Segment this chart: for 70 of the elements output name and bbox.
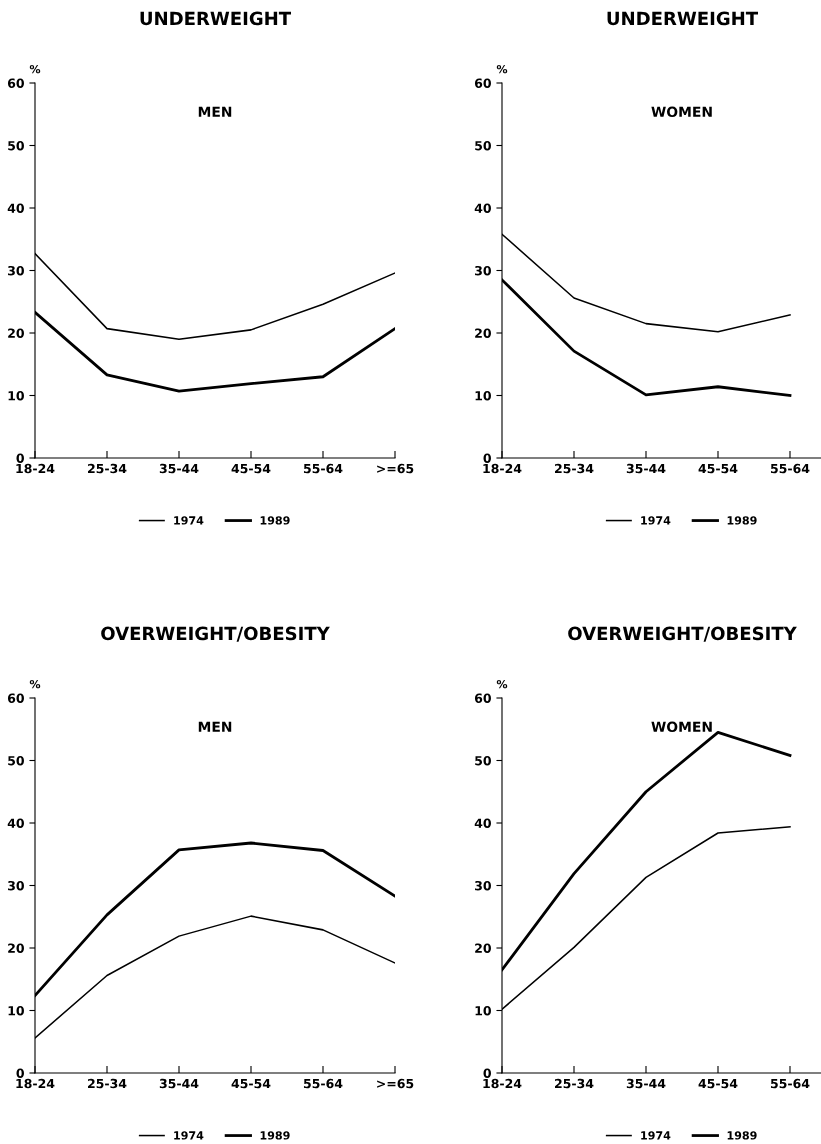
text: WOMEN [651,721,712,733]
y-axis-title: % [29,679,41,689]
y-tick-label: 40 [474,818,491,828]
y-tick-label: 50 [475,755,491,766]
legend-label: 1989 [727,1131,757,1140]
y-tick-label: 10 [8,390,24,401]
x-tick-label: 18-24 [16,1078,55,1089]
y-tick-label: 20 [8,943,24,953]
y-tick-label: 30 [475,265,491,276]
x-tick-label: 35-44 [626,463,666,474]
legend-label: 1989 [727,516,757,525]
y-tick-label: 30 [8,880,24,891]
y-tick-label: 40 [7,203,24,213]
x-tick-label: 45-54 [698,1078,738,1089]
x-tick-label: 18-24 [483,1078,522,1089]
legend-label: 1974 [174,1131,204,1140]
y-tick-label: 60 [7,693,24,703]
x-tick-label: 35-44 [159,1078,199,1089]
y-tick-label: 50 [8,140,24,151]
chart-title: UNDERWEIGHT [140,11,292,26]
x-tick-label: 18-24 [483,463,522,474]
chart-title: UNDERWEIGHT [607,11,759,26]
x-tick-label: 45-54 [231,463,271,474]
y-tick-label: 0 [16,453,24,463]
x-tick-label: 18-24 [16,463,55,474]
y-tick-label: 60 [474,78,491,88]
x-tick-label: 45-54 [231,1078,271,1089]
x-tick-label: 55-64 [770,1078,810,1089]
y-tick-label: 0 [483,1068,491,1078]
y-tick-label: 0 [483,453,491,463]
y-tick-label: 40 [7,818,24,828]
chart-title: OVERWEIGHT/OBESITY [568,626,797,642]
y-tick-label: 30 [8,265,24,276]
y-tick-label: 10 [475,390,491,401]
y-tick-label: 60 [474,693,491,703]
y-tick-label: 50 [475,140,491,151]
x-tick-label: 25-34 [555,463,594,474]
y-tick-label: 20 [475,328,491,338]
y-axis-title: % [496,64,508,74]
x-tick-label: 35-44 [159,463,199,474]
x-tick-label: 25-34 [555,1078,594,1089]
y-tick-label: 40 [474,203,491,213]
x-tick-label: 45-54 [698,463,738,474]
x-tick-label: >=65 [377,1078,414,1089]
text: MEN [198,721,232,732]
legend-label: 1974 [641,516,671,525]
x-tick-label: 35-44 [626,1078,666,1089]
y-tick-label: 60 [7,78,24,88]
legend-label: 1989 [260,1131,290,1140]
x-tick-label: >=65 [377,463,414,474]
y-tick-label: 10 [475,1005,491,1016]
y-tick-label: 50 [8,755,24,766]
y-axis-title: % [496,679,508,689]
x-tick-label: 55-64 [303,463,343,474]
y-tick-label: 10 [8,1005,24,1016]
legend-label: 1974 [641,1131,671,1140]
y-tick-label: 20 [475,943,491,953]
chart-title: OVERWEIGHT/OBESITY [101,626,330,642]
text: WOMEN [651,106,712,118]
y-tick-label: 0 [16,1068,24,1078]
text: MEN [198,106,232,117]
legend-label: 1974 [174,516,204,525]
y-tick-label: 30 [475,880,491,891]
y-axis-title: % [29,64,41,74]
y-tick-label: 20 [8,328,24,338]
x-tick-label: 55-64 [770,463,810,474]
legend-label: 1989 [260,516,290,525]
x-tick-label: 55-64 [303,1078,343,1089]
x-tick-label: 25-34 [88,1078,127,1089]
x-tick-label: 25-34 [88,463,127,474]
